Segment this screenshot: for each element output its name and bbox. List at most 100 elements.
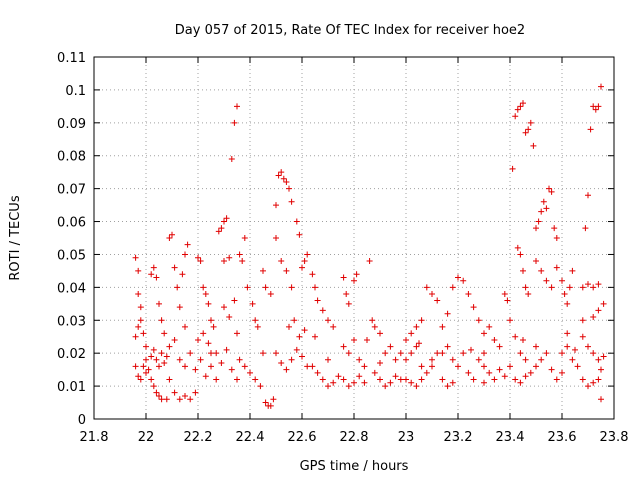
data-point (481, 379, 487, 386)
data-point (213, 376, 220, 383)
data-point (221, 304, 227, 311)
data-point (595, 307, 602, 314)
data-point (579, 376, 586, 383)
data-point (553, 376, 560, 383)
data-point (205, 340, 212, 347)
data-point (382, 383, 389, 390)
data-point (387, 379, 394, 386)
data-point (418, 363, 425, 370)
data-point (135, 267, 142, 274)
data-point (200, 284, 207, 291)
data-point (195, 337, 201, 344)
data-point (208, 317, 214, 324)
data-point (527, 119, 534, 126)
data-point (158, 396, 165, 403)
data-point (343, 290, 350, 297)
data-point (522, 373, 529, 380)
data-point (234, 376, 240, 383)
data-point (569, 267, 576, 274)
data-point (434, 297, 441, 304)
data-point (408, 379, 415, 386)
data-point (418, 317, 425, 324)
data-point (280, 175, 287, 182)
data-point (202, 373, 209, 380)
data-point (574, 363, 581, 370)
data-point (345, 300, 352, 307)
data-point (202, 290, 209, 297)
y-tick-label: 0.04 (57, 281, 86, 296)
data-point (283, 267, 290, 274)
x-tick-label: 23.4 (496, 430, 525, 445)
data-point (296, 333, 303, 340)
data-point (496, 343, 503, 350)
data-point (377, 330, 383, 337)
data-point (153, 356, 160, 363)
data-point (507, 317, 513, 324)
data-point (301, 258, 308, 265)
data-point (200, 330, 207, 337)
data-point (247, 369, 253, 376)
data-point (267, 402, 274, 409)
data-point (522, 284, 529, 291)
data-point (486, 369, 493, 376)
data-point (543, 350, 550, 357)
data-point (158, 350, 165, 357)
data-point (429, 290, 435, 297)
data-point (590, 350, 597, 357)
data-point (153, 389, 160, 396)
data-point (325, 356, 331, 363)
data-point (585, 343, 591, 350)
chart-title: Day 057 of 2015, Rate Of TEC Index for r… (175, 23, 525, 38)
x-tick-label: 22.6 (288, 430, 317, 445)
data-point (522, 129, 529, 136)
data-point (299, 353, 305, 360)
data-point (286, 185, 292, 192)
data-point (135, 373, 142, 380)
data-point (520, 267, 526, 274)
data-point (293, 346, 300, 353)
data-point (143, 343, 149, 350)
data-point (187, 350, 194, 357)
data-point (252, 376, 259, 383)
data-point (455, 363, 461, 370)
data-point (572, 346, 578, 353)
data-point (150, 264, 157, 271)
data-point (176, 304, 183, 311)
data-point (351, 277, 357, 284)
data-point (182, 392, 188, 399)
x-tick-label: 23 (398, 430, 415, 445)
data-point (525, 290, 532, 297)
data-point (413, 323, 420, 330)
data-point (501, 373, 508, 380)
data-point (231, 119, 238, 126)
data-point (356, 356, 363, 363)
data-point (416, 340, 422, 347)
data-point (226, 254, 233, 261)
data-point (184, 241, 191, 248)
data-point (330, 379, 337, 386)
data-point (228, 366, 235, 373)
data-point (559, 350, 565, 357)
data-point (221, 258, 227, 265)
data-point (241, 235, 248, 241)
y-tick-label: 0.07 (57, 183, 86, 198)
y-tick-label: 0.06 (57, 216, 86, 231)
data-point (486, 323, 493, 330)
x-tick-label: 22.2 (184, 430, 213, 445)
data-point (546, 185, 552, 192)
data-point (137, 317, 144, 324)
data-point (566, 284, 573, 291)
data-point (366, 258, 373, 265)
data-point (215, 228, 222, 235)
data-point (553, 264, 560, 271)
data-point (143, 369, 149, 376)
data-point (356, 373, 363, 380)
data-point (598, 83, 604, 90)
data-point (254, 323, 261, 330)
data-point (234, 103, 240, 110)
data-point (387, 343, 394, 350)
data-point (475, 356, 482, 363)
data-point (161, 330, 168, 337)
data-point (309, 271, 316, 278)
data-point (481, 363, 487, 370)
